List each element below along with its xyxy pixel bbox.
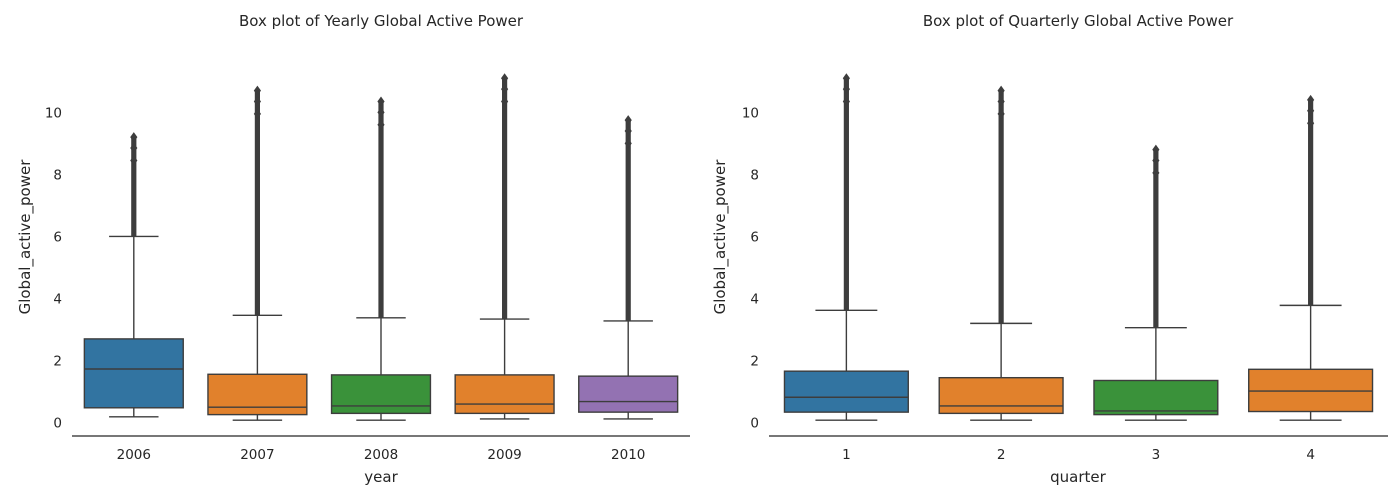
x-tick-label: 2008 (364, 447, 398, 463)
x-tick-label: 3 (1152, 447, 1161, 463)
box-2 (938, 85, 1064, 421)
outlier-point (624, 115, 632, 126)
y-tick-label: 8 (53, 167, 62, 183)
outlier-point (1152, 144, 1160, 155)
outlier-point (1307, 94, 1315, 105)
outlier-point (842, 96, 850, 107)
outlier-point (1152, 155, 1160, 166)
y-tick-label: 10 (45, 105, 62, 121)
y-tick-label: 2 (53, 354, 62, 370)
iqr-box (578, 375, 679, 413)
outlier-point (501, 96, 509, 107)
iqr-box (83, 338, 184, 409)
y-tick-label: 10 (742, 105, 759, 121)
x-tick-labels: 2006 2007 2008 2009 2010 (117, 447, 646, 463)
y-tick-label: 0 (750, 416, 759, 432)
outlier-band (1153, 149, 1159, 328)
outlier-point (377, 96, 385, 107)
outlier-point (130, 132, 138, 143)
box-2008 (330, 96, 432, 421)
outlier-point (1152, 167, 1160, 178)
x-tick-label: 2010 (611, 447, 645, 463)
outlier-band (998, 90, 1004, 324)
iqr-box (207, 373, 308, 416)
x-tick-label: 2 (997, 447, 1006, 463)
outlier-point (997, 108, 1005, 119)
outlier-point (501, 84, 509, 95)
y-tick-labels: 0 2 4 6 8 10 (45, 105, 62, 431)
yearly-box-plot-panel: Box plot of Yearly Global Active Power G… (16, 12, 690, 486)
outlier-point (842, 84, 850, 95)
outlier-band (254, 90, 260, 316)
outlier-point (377, 119, 385, 130)
boxes (783, 73, 1374, 421)
x-axis-label: quarter (1050, 468, 1106, 486)
x-tick-label: 2006 (117, 447, 151, 463)
y-tick-label: 0 (53, 416, 62, 432)
x-tick-label: 1 (842, 447, 851, 463)
outlier-band (1308, 99, 1314, 306)
outlier-point (253, 85, 261, 96)
quarterly-box-plot-panel: Box plot of Quarterly Global Active Powe… (711, 12, 1388, 486)
outlier-point (501, 73, 509, 84)
outlier-point (624, 125, 632, 136)
y-tick-label: 4 (53, 292, 62, 308)
x-tick-label: 2009 (487, 447, 521, 463)
y-tick-label: 6 (750, 229, 759, 245)
box-4 (1248, 94, 1374, 421)
box-2010 (578, 115, 679, 420)
outlier-point (1307, 118, 1315, 129)
iqr-box (330, 374, 432, 415)
box-2009 (454, 73, 555, 420)
x-axis-label: year (364, 468, 398, 486)
chart-title: Box plot of Quarterly Global Active Powe… (923, 12, 1234, 30)
iqr-box (783, 370, 909, 413)
x-tick-labels: 1 2 3 4 (842, 447, 1315, 463)
box-3 (1093, 144, 1219, 421)
iqr-box (938, 376, 1064, 415)
outlier-band (131, 137, 137, 237)
iqr-box (454, 374, 555, 415)
x-tick-label: 2007 (240, 447, 274, 463)
outlier-point (1307, 105, 1315, 116)
chart-title: Box plot of Yearly Global Active Power (239, 12, 524, 30)
outlier-band (502, 78, 508, 320)
outlier-point (842, 73, 850, 84)
box-1 (783, 73, 909, 421)
outlier-point (253, 96, 261, 107)
outlier-point (377, 107, 385, 118)
y-tick-label: 2 (750, 354, 759, 370)
y-axis-label: Global_active_power (711, 159, 730, 315)
y-tick-label: 8 (750, 167, 759, 183)
outlier-band (843, 78, 849, 311)
x-tick-label: 4 (1306, 447, 1315, 463)
y-tick-labels: 0 2 4 6 8 10 (742, 105, 759, 431)
outlier-point (997, 85, 1005, 96)
outlier-point (997, 96, 1005, 107)
y-tick-label: 6 (53, 229, 62, 245)
outlier-band (378, 101, 384, 318)
boxes (83, 73, 679, 421)
box-2006 (83, 132, 184, 418)
y-tick-label: 4 (750, 292, 759, 308)
y-axis-label: Global_active_power (16, 159, 35, 315)
box-2007 (207, 85, 308, 421)
outlier-point (130, 143, 138, 154)
outlier-point (130, 155, 138, 166)
outlier-point (253, 108, 261, 119)
outlier-band (625, 120, 631, 321)
outlier-point (624, 138, 632, 149)
iqr-box (1093, 379, 1219, 416)
